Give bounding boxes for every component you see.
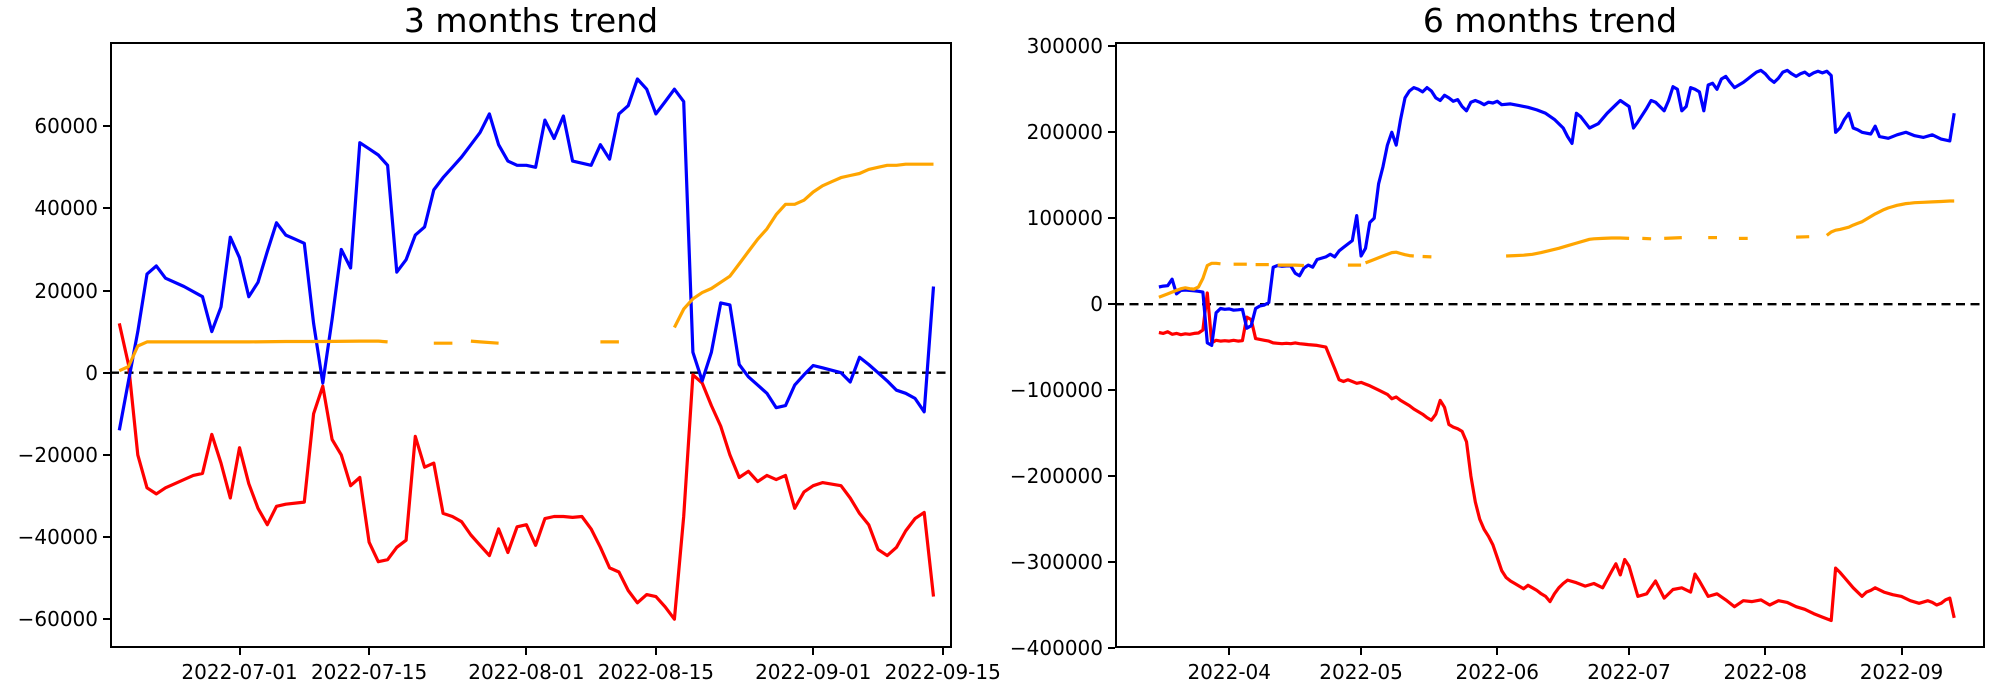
axes-spines — [1115, 42, 1985, 648]
x-tick-label: 2022-07-01 — [181, 660, 298, 684]
x-tick-label: 2022-09-01 — [755, 660, 872, 684]
y-tick-label: 20000 — [34, 278, 98, 303]
x-tick-label: 2022-08-15 — [597, 660, 715, 684]
y-tick-mark — [103, 125, 110, 128]
orange-series — [1158, 261, 1221, 299]
red-series — [117, 323, 936, 621]
chart-title: 3 months trend — [403, 1, 659, 40]
x-tick-mark — [654, 648, 657, 655]
y-tick-mark — [1108, 217, 1115, 220]
y-tick-mark — [1108, 647, 1115, 649]
x-tick-label: 2022-09 — [1859, 660, 1944, 684]
orange-series — [672, 162, 934, 329]
y-tick-mark — [103, 207, 110, 210]
y-tick-label: −400000 — [1009, 636, 1103, 660]
x-tick-label: 2022-09-15 — [884, 660, 1001, 684]
x-tick-label: 2022-05 — [1319, 660, 1403, 684]
red-series — [1158, 291, 1956, 623]
x-tick-label: 2022-07 — [1587, 660, 1671, 684]
chart-3-months-trend: 3 months trend 2022-07-01 2022-07-15 2022-… — [17, 1, 1001, 685]
y-tick-mark — [103, 536, 110, 539]
plot-area-svg — [1115, 42, 1985, 648]
x-tick-mark — [812, 648, 815, 655]
y-tick-label: −60000 — [17, 607, 98, 632]
y-tick-mark — [103, 371, 110, 374]
y-tick-mark — [1108, 303, 1115, 306]
y-tick-label: −40000 — [17, 525, 98, 550]
y-tick-label: −20000 — [17, 442, 98, 467]
x-tick-mark — [1360, 648, 1363, 655]
x-tick-mark — [1228, 648, 1231, 655]
orange-series — [1364, 250, 1414, 265]
plot-area-svg — [110, 42, 952, 648]
y-tick-label: 40000 — [34, 196, 98, 221]
orange-series — [118, 339, 388, 373]
x-tick-mark — [1764, 648, 1767, 655]
y-tick-label: 0 — [1090, 292, 1103, 317]
y-tick-label: 200000 — [1026, 120, 1103, 145]
x-tick-label: 2022-07-15 — [310, 660, 428, 684]
chart-title: 6 months trend — [1422, 1, 1678, 40]
x-tick-mark — [525, 648, 528, 655]
y-tick-label: 300000 — [1026, 34, 1103, 59]
y-tick-mark — [1108, 475, 1115, 478]
y-tick-label: −300000 — [1009, 550, 1103, 575]
y-tick-label: −200000 — [1009, 464, 1103, 489]
y-tick-mark — [1108, 131, 1115, 134]
x-tick-mark — [1628, 648, 1631, 655]
x-tick-mark — [368, 648, 371, 655]
y-tick-mark — [1108, 561, 1115, 564]
y-tick-mark — [1108, 45, 1115, 48]
y-tick-label: 100000 — [1026, 206, 1103, 231]
orange-series — [1506, 236, 1630, 258]
y-tick-mark — [103, 618, 110, 621]
y-tick-mark — [103, 453, 110, 456]
y-tick-label: 0 — [85, 360, 98, 385]
blue-series — [117, 77, 936, 431]
x-tick-label: 2022-06 — [1455, 660, 1540, 684]
x-tick-label: 2022-04 — [1187, 660, 1272, 684]
y-tick-mark — [1108, 389, 1115, 392]
x-tick-label: 2022-08 — [1723, 660, 1808, 684]
x-tick-mark — [1900, 648, 1903, 655]
orange-series — [470, 339, 499, 345]
x-tick-label: 2022-08-01 — [468, 660, 585, 684]
y-tick-mark — [103, 289, 110, 292]
blue-series — [1158, 68, 1956, 347]
chart-6-months-trend: 6 months trend 2022-04 2022-05 2022-06 2022… — [1000, 0, 2000, 700]
x-tick-mark — [238, 648, 241, 655]
orange-series — [1664, 236, 1682, 240]
orange-series — [1825, 199, 1955, 237]
y-tick-label: 60000 — [34, 114, 98, 139]
y-tick-label: −100000 — [1009, 378, 1103, 403]
axes-spines — [110, 42, 952, 648]
x-tick-mark — [1496, 648, 1499, 655]
x-tick-mark — [941, 648, 944, 655]
